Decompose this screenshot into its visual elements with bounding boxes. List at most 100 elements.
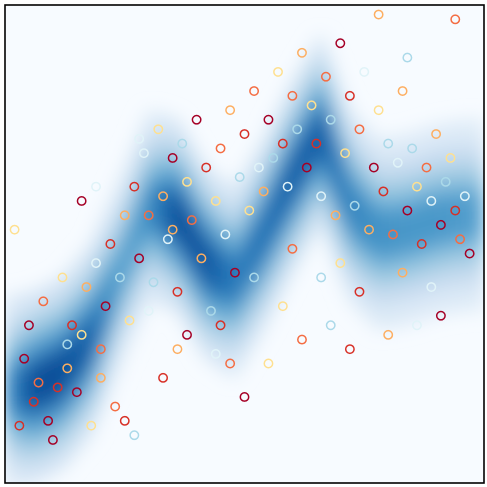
density-band-4-50 (204, 241, 210, 285)
density-band-4-14 (60, 351, 66, 395)
scatter-point-119 (316, 272, 327, 283)
scatter-point-36 (206, 305, 216, 316)
scatter-point-26 (158, 191, 169, 202)
scatter-point-78 (407, 143, 418, 154)
density-band-4-88 (355, 192, 361, 236)
density-band-4-98 (395, 209, 401, 253)
scatter-point-108 (402, 52, 413, 63)
density-band-4-22 (92, 309, 98, 353)
scatter-points (9, 9, 475, 445)
density-band-4-114 (459, 194, 465, 238)
density-band-4-81 (327, 132, 333, 176)
scatter-point-107 (373, 9, 384, 20)
density-band-4-24 (100, 291, 106, 335)
scatter-point-123 (464, 248, 475, 259)
density-band-4-94 (379, 212, 385, 256)
scatter-point-5 (62, 363, 73, 374)
density-band-4-36 (148, 184, 154, 228)
density-band-4-85 (343, 174, 349, 218)
density-band-4-56 (228, 257, 234, 301)
density-band-4-58 (236, 254, 242, 298)
density-band-4-57 (232, 260, 238, 304)
scatter-point-60 (320, 71, 331, 82)
density-band-4-61 (247, 234, 253, 278)
density-band-4-108 (435, 198, 441, 242)
density-band-4-0 (5, 370, 10, 414)
density-band-4-112 (451, 195, 457, 239)
density-band-4-72 (291, 152, 297, 196)
density-band-4-103 (415, 204, 421, 248)
density-band-4-76 (307, 125, 313, 169)
density-band-4-92 (371, 208, 377, 252)
density-band-4-27 (112, 263, 118, 307)
scatter-point-37 (210, 196, 221, 206)
density-band-4-5 (24, 367, 30, 411)
scatter-point-96 (172, 344, 183, 355)
scatter-point-27 (162, 234, 173, 245)
scatter-point-35 (201, 162, 212, 173)
density-band-4-84 (339, 164, 345, 208)
density-band-4-6 (28, 366, 34, 410)
plot-frame (4, 4, 485, 484)
density-band-4-95 (383, 211, 389, 255)
scatter-point-20 (129, 181, 140, 192)
scatter-point-41 (229, 267, 240, 278)
density-band-4-18 (76, 332, 82, 376)
density-band-4-38 (156, 187, 162, 231)
scatter-point-100 (297, 334, 307, 345)
scatter-point-103 (383, 329, 394, 340)
scatter-point-101 (325, 320, 336, 331)
density-band-4-110 (443, 196, 449, 240)
scatter-point-4 (52, 382, 63, 393)
scatter-point-23 (143, 210, 154, 221)
scatter-point-12 (81, 282, 92, 292)
scatter-point-44 (244, 205, 255, 216)
density-band-4-48 (196, 228, 202, 273)
density-band-4-12 (52, 355, 58, 399)
density-band-4-118 (475, 193, 481, 237)
density-band-4-52 (212, 247, 218, 291)
density-band-4-49 (200, 235, 206, 279)
density-band-4-31 (128, 226, 134, 270)
scatter-point-122 (426, 282, 437, 292)
scatter-point-81 (421, 162, 432, 173)
scatter-point-83 (431, 129, 442, 140)
density-band-4-34 (140, 198, 146, 242)
scatter-point-88 (455, 234, 465, 245)
density-band-4-21 (88, 318, 94, 362)
density-band-4-42 (172, 192, 178, 236)
scatter-point-94 (129, 430, 140, 441)
scatter-point-127 (215, 320, 226, 331)
scatter-point-129 (134, 133, 145, 144)
density-band-4-43 (176, 195, 182, 239)
scatter-point-49 (268, 153, 279, 163)
density-band-4-4 (20, 367, 26, 411)
scatter-point-13 (91, 258, 101, 269)
density-band-4-28 (116, 253, 122, 297)
density-band-4-55 (224, 255, 230, 299)
density-band-4-25 (104, 281, 110, 325)
density-band-4-93 (375, 212, 381, 256)
scatter-point-74 (388, 229, 398, 240)
scatter-point-115 (143, 305, 154, 316)
scatter-point-75 (392, 157, 403, 168)
scatter-point-16 (105, 239, 116, 249)
density-band-4-83 (335, 153, 341, 197)
scatter-point-59 (316, 191, 327, 202)
density-band-4-64 (259, 214, 265, 258)
density-band-4-74 (299, 138, 305, 182)
scatter-point-21 (134, 253, 145, 264)
scatter-point-126 (249, 272, 260, 283)
density-band-4-80 (323, 121, 329, 165)
density-band-4-46 (188, 215, 194, 259)
density-band-4-39 (160, 188, 166, 232)
density-band-4-41 (168, 191, 174, 235)
density-band-4-68 (275, 183, 281, 227)
density-band-4-117 (471, 193, 477, 237)
density-band-4-115 (463, 193, 469, 237)
density-band-4-89 (359, 196, 365, 240)
scatter-point-99 (263, 358, 274, 369)
scatter-point-109 (76, 196, 87, 206)
density-band-4-51 (208, 244, 214, 288)
